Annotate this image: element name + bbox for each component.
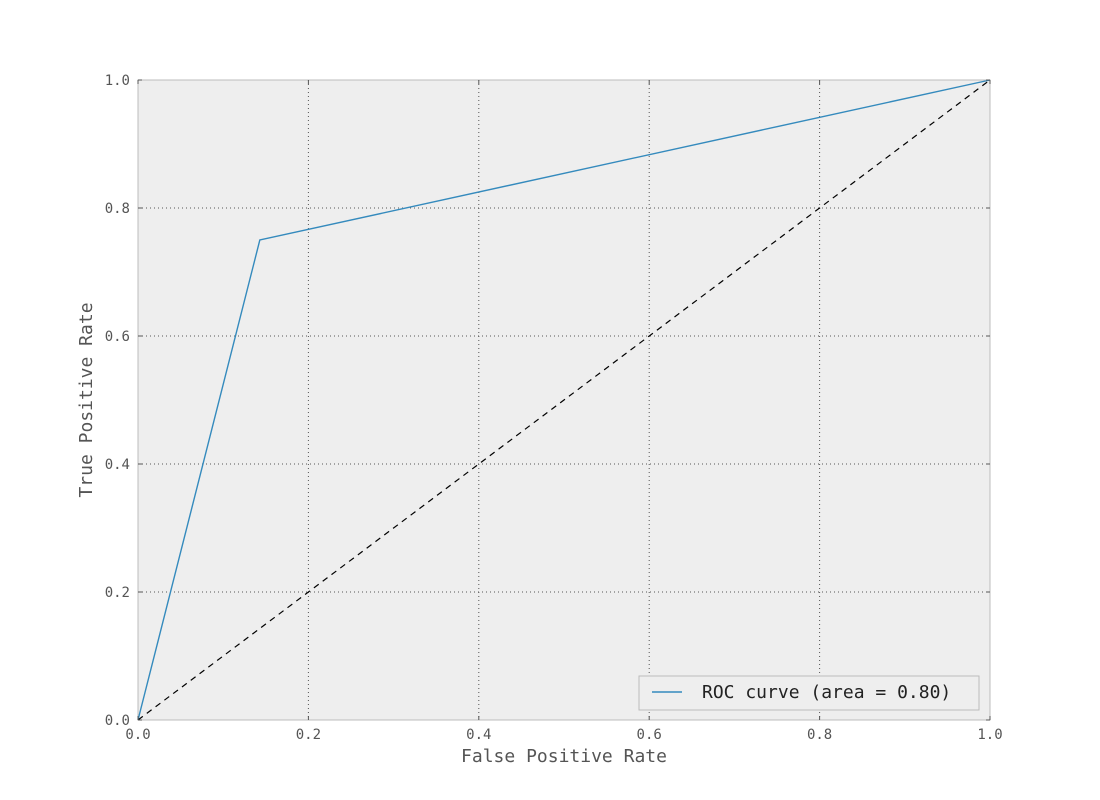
legend: ROC curve (area = 0.80)	[638, 675, 980, 711]
y-tick-label: 0.0	[105, 713, 130, 729]
x-tick-label: 1.0	[977, 727, 1002, 743]
roc-curve-line	[137, 79, 991, 721]
y-tick-label: 0.6	[105, 329, 130, 345]
x-tick-label: 0.6	[637, 727, 662, 743]
plot-frame	[137, 79, 991, 721]
series-layer	[137, 79, 991, 721]
y-tick-label: 0.8	[105, 201, 130, 217]
y-tick-label: 1.0	[105, 73, 130, 89]
x-axis-label: False Positive Rate	[461, 746, 667, 767]
x-tick-label: 0.2	[296, 727, 321, 743]
y-tick-label: 0.2	[105, 585, 130, 601]
grid-lines	[138, 80, 990, 720]
chance-diagonal-line	[137, 79, 991, 721]
x-tick-label: 0.0	[125, 727, 150, 743]
y-tick-label: 0.4	[105, 457, 130, 473]
x-tick-label: 0.8	[807, 727, 832, 743]
x-tick-label: 0.4	[466, 727, 491, 743]
legend-box	[638, 675, 980, 711]
legend-entry-label: ROC curve (area = 0.80)	[702, 682, 951, 703]
y-axis-label: True Positive Rate	[76, 302, 97, 497]
tick-layer: 0.0 0.2 0.4 0.6 0.8 1.0 0.0 0.2 0.4 0.6 0.8 1.0	[105, 73, 1003, 743]
